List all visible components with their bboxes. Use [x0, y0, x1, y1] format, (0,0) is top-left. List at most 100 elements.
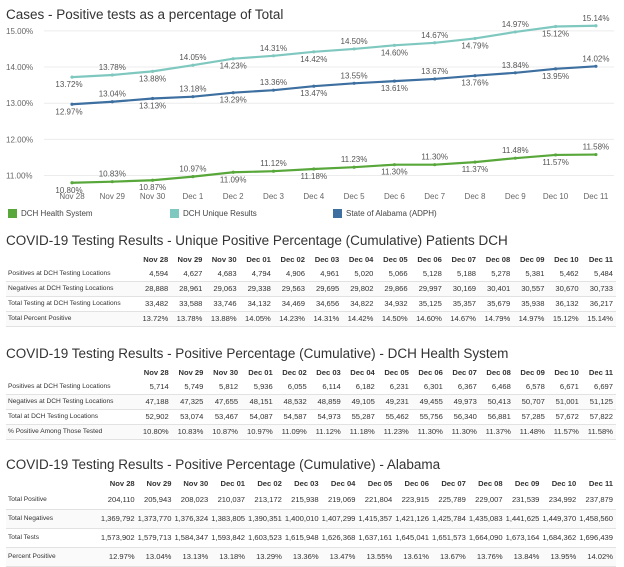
table-cell: 10.80%	[137, 424, 172, 440]
table-cell: 56,881	[479, 409, 514, 425]
legend-label: DCH Health System	[21, 209, 93, 218]
table-cell: 4,594	[137, 266, 172, 282]
data-label: 13.95%	[542, 72, 569, 81]
data-label: 11.48%	[502, 146, 529, 155]
data-label: 13.84%	[502, 61, 529, 70]
x-tick-label: Dec 2	[223, 192, 244, 201]
table-cell: 57,285	[513, 409, 548, 425]
data-point	[352, 47, 356, 51]
table-cell: 1,383,805	[211, 509, 249, 529]
table-cell: 34,822	[342, 296, 377, 312]
table-cell: 1,400,010	[284, 509, 322, 529]
column-header: Nov 29	[177, 255, 203, 264]
column-header: Dec 11	[588, 255, 613, 264]
table-header-row: Nov 28 Nov 29 Nov 30 Dec 01 Dec 02 Dec 0…	[6, 366, 616, 379]
data-point	[191, 95, 195, 99]
data-label: 14.05%	[179, 53, 206, 62]
data-point	[271, 54, 276, 58]
table-cell: 11.30%	[445, 424, 480, 440]
x-tick-label: Dec 11	[584, 192, 609, 201]
table-cell: 33,588	[171, 296, 206, 312]
x-tick-label: Nov 30	[140, 192, 166, 201]
table-cell: 6,697	[581, 379, 616, 395]
data-label: 13.47%	[300, 89, 327, 98]
table-cell: 13.47%	[321, 547, 359, 567]
table-cell: 13.18%	[211, 547, 249, 567]
data-label: 14.67%	[421, 31, 448, 40]
data-label: 10.83%	[99, 170, 126, 179]
table-cell: 1,579,713	[137, 528, 175, 548]
table-cell: 49,973	[445, 394, 480, 410]
table-cell: 34,469	[273, 296, 309, 312]
table-cell: 1,673,164	[505, 528, 543, 548]
table-cell: 4,906	[273, 266, 309, 282]
table-cell: 48,859	[309, 394, 344, 410]
table-cell: 1,664,090	[468, 528, 506, 548]
data-point	[554, 153, 558, 157]
column-header: Dec 04	[350, 368, 375, 377]
row-label: Total Tests	[6, 528, 101, 548]
table-cell: 5,188	[444, 266, 480, 282]
data-label: 11.57%	[542, 158, 569, 167]
table-cell: 33,746	[205, 296, 240, 312]
table-cell: 14.31%	[308, 311, 343, 327]
table-cell: 6,055	[275, 379, 310, 395]
data-label: 14.42%	[300, 55, 327, 64]
column-header: Nov 29	[146, 479, 172, 488]
table-cell: 6,231	[377, 379, 412, 395]
table-cell: 223,915	[395, 490, 433, 510]
table-row: Total Testing at DCH Testing Locations 33…	[6, 296, 616, 312]
table-cell: 11.09%	[275, 424, 310, 440]
data-point	[110, 180, 114, 184]
data-label: 14.50%	[341, 37, 368, 46]
table-cell: 11.37%	[479, 424, 514, 440]
data-point	[231, 57, 235, 61]
table-row: Total Positive 204,110 205,943 208,023 210,0…	[6, 490, 616, 510]
table-cell: 4,794	[239, 266, 274, 282]
data-point	[151, 178, 155, 182]
column-header: Nov 30	[211, 255, 237, 264]
table-cell: 1,376,324	[174, 509, 212, 529]
table-row: Total at DCH Testing Locations 52,902 53,0…	[6, 409, 616, 425]
table-cell: 13.61%	[395, 547, 433, 567]
table-row: Positives at DCH Testing Locations 4,594 4…	[6, 266, 616, 282]
table-cell: 4,683	[205, 266, 240, 282]
table-cell: 55,756	[411, 409, 446, 425]
table-cell: 50,413	[479, 394, 514, 410]
table-cell: 35,357	[444, 296, 480, 312]
chart-legend: DCH Health System DCH Unique Results Sta…	[0, 209, 624, 221]
data-label: 12.97%	[55, 107, 82, 116]
column-header: Nov 28	[143, 368, 169, 377]
table-cell: 33,482	[137, 296, 172, 312]
column-header: Dec 08	[485, 255, 511, 264]
table-cell: 30,401	[479, 281, 514, 297]
table-cell: 229,007	[468, 490, 506, 510]
row-label: Total at DCH Testing Locations	[6, 409, 137, 425]
table-cell: 5,484	[581, 266, 616, 282]
data-point	[70, 75, 74, 79]
table-cell: 36,132	[547, 296, 582, 312]
column-header: Nov 30	[183, 479, 209, 488]
table-row: Negatives at DCH Testing Locations 28,888…	[6, 281, 616, 297]
column-header: Dec 07	[452, 368, 477, 377]
table-row: Total Percent Positive 13.72% 13.78% 13.88%…	[6, 311, 616, 327]
table-cell: 14.02%	[579, 547, 616, 567]
table-cell: 29,563	[273, 281, 309, 297]
table-cell: 51,125	[581, 394, 616, 410]
row-label: Total Positive	[6, 490, 101, 510]
x-tick-label: Dec 1	[182, 192, 203, 201]
table-header-row: Nov 28 Nov 29 Nov 30 Dec 01 Dec 02 Dec 0…	[6, 253, 616, 266]
column-header: Dec 08	[486, 368, 511, 377]
table-cell: 30,670	[547, 281, 582, 297]
data-point	[433, 41, 437, 45]
table-cell: 54,087	[241, 409, 276, 425]
table-cell: 1,645,041	[395, 528, 433, 548]
table-cell: 11.58%	[581, 424, 616, 440]
data-label: 13.55%	[341, 71, 368, 80]
table-cell: 30,557	[513, 281, 548, 297]
table-cell: 10.97%	[241, 424, 276, 440]
data-point	[271, 169, 276, 173]
table-cell: 1,584,347	[174, 528, 212, 548]
legend-swatch	[8, 209, 17, 218]
data-point	[70, 102, 74, 106]
